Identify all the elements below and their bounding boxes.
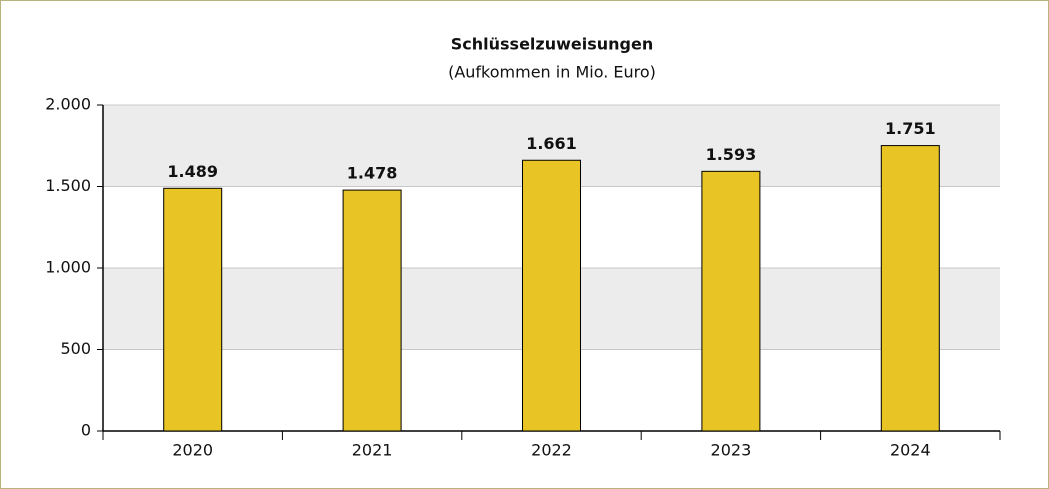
value-label: 1.661 [526,134,577,153]
x-tick-label: 2021 [352,441,393,460]
x-tick-label: 2020 [172,441,213,460]
chart-subtitle: (Aufkommen in Mio. Euro) [448,63,656,82]
y-tick-label: 1.000 [45,258,91,277]
x-tick-label: 2023 [711,441,752,460]
value-label: 1.593 [706,145,757,164]
bar [701,170,761,432]
y-tick-label: 500 [60,339,91,358]
y-tick-label: 0 [81,421,91,440]
x-tick-label: 2024 [890,441,931,460]
bar [163,187,223,432]
bar [522,159,581,432]
bar [342,189,402,432]
y-tick-label: 1.500 [45,176,91,195]
value-label: 1.489 [167,162,218,181]
value-label: 1.478 [347,164,398,183]
x-tick-label: 2022 [531,441,572,460]
chart-title: Schlüsselzuweisungen [451,35,653,54]
value-label: 1.751 [885,119,936,138]
bar [880,145,940,432]
y-tick-label: 2.000 [45,95,91,114]
